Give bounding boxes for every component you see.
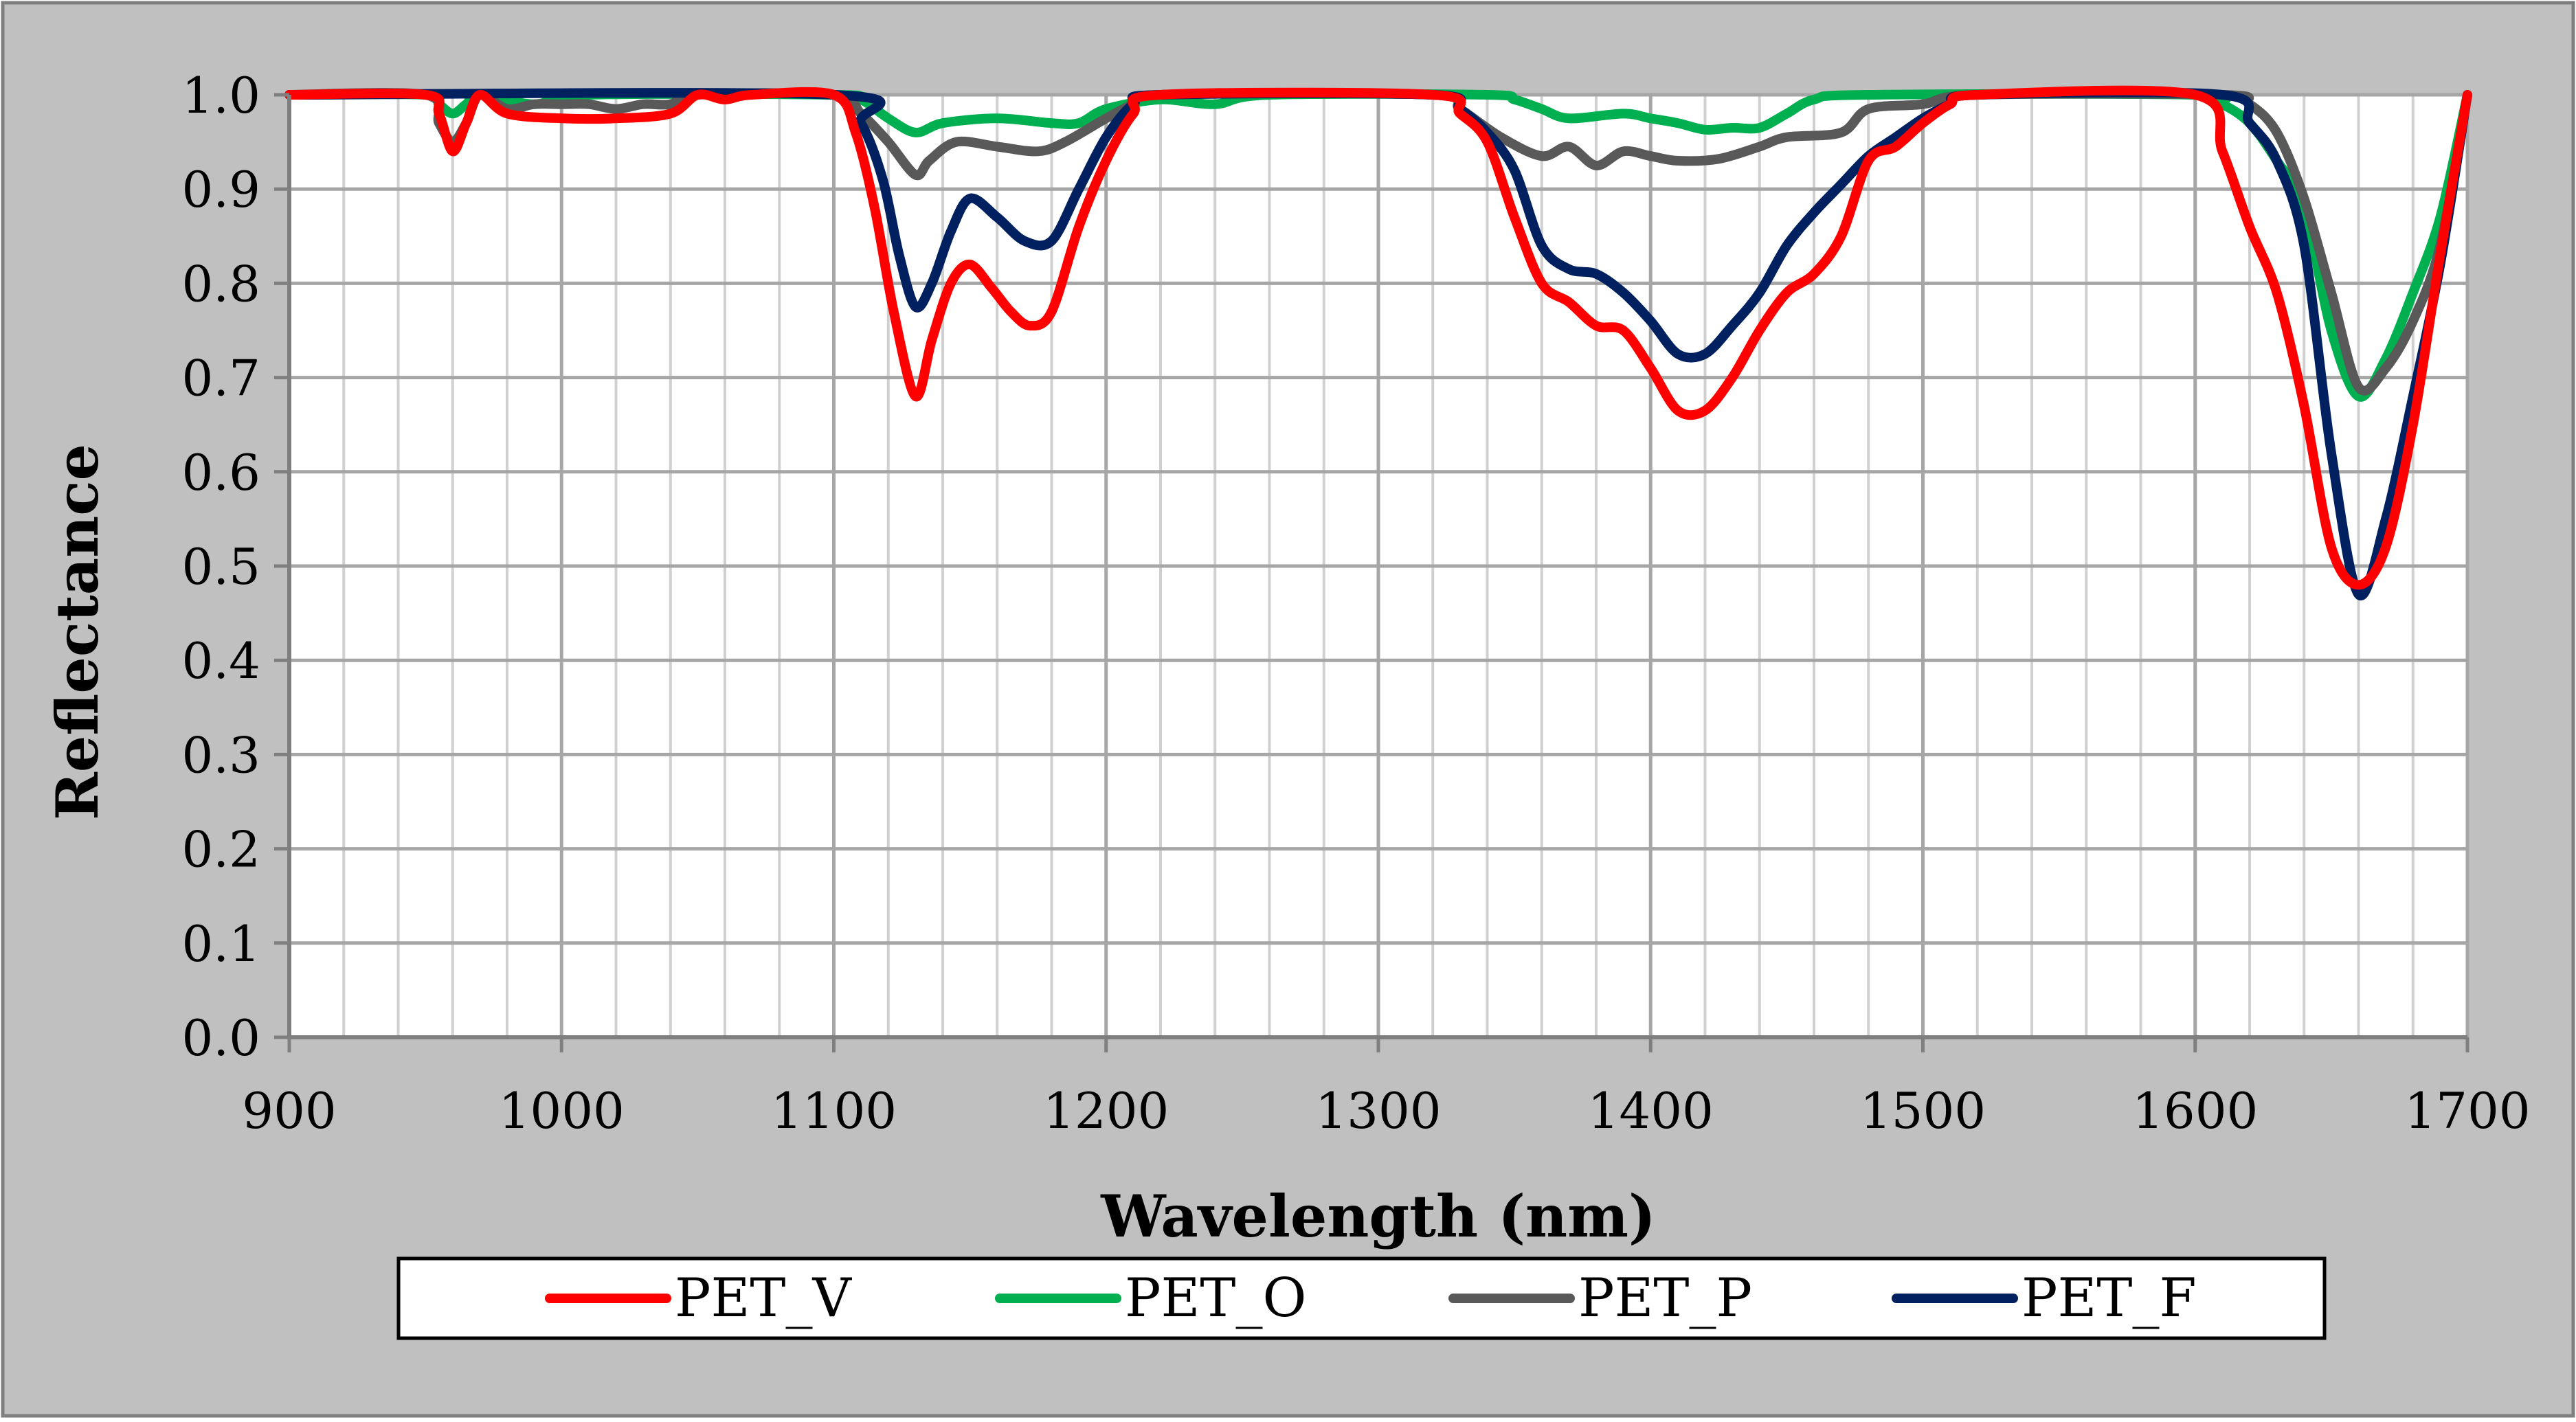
x-tick-labels: 900 1000 1100 1200 1300 1400 1500 1600 1700 (242, 1082, 2530, 1140)
grid-major (287, 93, 2469, 1039)
legend-label-pet-v: PET_V (675, 1267, 852, 1329)
x-tick-label: 1000 (499, 1082, 625, 1140)
y-tick-label: 0.3 (181, 726, 260, 784)
y-tick-labels: 0.0 0.1 0.2 0.3 0.4 0.5 0.6 0.7 0.8 0.9 1.0 (181, 67, 260, 1067)
y-tick-label: 0.1 (181, 915, 260, 973)
y-tick-label: 0.4 (181, 632, 260, 690)
x-tick-label: 1700 (2404, 1082, 2530, 1140)
x-tick-label: 900 (242, 1082, 336, 1140)
y-axis-title: Reflectance (43, 444, 111, 820)
x-tick-label: 1300 (1315, 1082, 1441, 1140)
y-tick-label: 0.2 (181, 821, 260, 879)
y-tick-label: 0.6 (181, 444, 260, 501)
series-lines (284, 85, 2472, 601)
x-axis-title: Wavelength (nm) (1100, 1182, 1655, 1250)
series-line-pet-f (284, 87, 2472, 601)
legend-label-pet-o: PET_O (1125, 1267, 1306, 1329)
axes (274, 93, 2469, 1052)
y-tick-label: 0.0 (181, 1009, 260, 1067)
x-tick-label: 1500 (1860, 1082, 1986, 1140)
y-tick-label: 0.9 (181, 161, 260, 218)
x-tick-label: 1400 (1588, 1082, 1714, 1140)
x-tick-label: 1200 (1043, 1082, 1169, 1140)
x-tick-label: 1600 (2132, 1082, 2258, 1140)
legend-label-pet-f: PET_F (2021, 1267, 2197, 1329)
legend: PET_V PET_O PET_P PET_F (396, 1256, 2327, 1340)
legend-items: PET_V PET_O PET_P PET_F (545, 1267, 2197, 1329)
legend-box (396, 1256, 2327, 1340)
y-tick-label: 0.7 (181, 350, 260, 407)
y-tick-label: 1.0 (181, 67, 260, 124)
legend-label-pet-p: PET_P (1578, 1267, 1752, 1329)
y-tick-label: 0.8 (181, 255, 260, 313)
series-line-pet-v (284, 85, 2472, 590)
y-tick-label: 0.5 (181, 538, 260, 596)
x-tick-label: 1100 (771, 1082, 897, 1140)
